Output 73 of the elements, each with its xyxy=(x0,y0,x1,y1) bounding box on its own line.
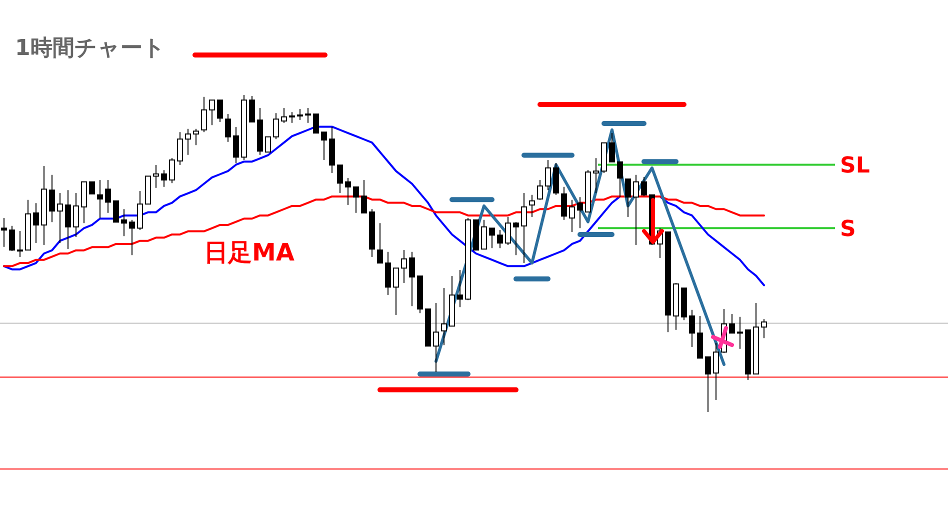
candlestick xyxy=(761,318,767,339)
candlestick xyxy=(489,228,495,249)
candlestick xyxy=(281,107,287,124)
candlestick xyxy=(561,186,567,220)
chart-title: 1時間チャート xyxy=(15,36,166,61)
candlestick xyxy=(177,132,183,166)
candlestick xyxy=(361,179,367,214)
candlestick xyxy=(641,176,647,197)
candlestick xyxy=(1,217,7,248)
candlestick xyxy=(185,128,191,156)
candlestick xyxy=(497,230,503,249)
series-label: 日足MA xyxy=(204,238,295,267)
candlestick xyxy=(393,268,399,316)
candlestick xyxy=(33,202,39,244)
candlestick xyxy=(353,186,359,214)
candlestick xyxy=(409,251,415,307)
candlestick xyxy=(9,225,15,252)
candlestick xyxy=(537,179,543,200)
candlestick xyxy=(217,100,223,122)
candlestick xyxy=(97,179,103,218)
candlestick xyxy=(89,181,95,194)
candlestick xyxy=(337,164,343,194)
ref-line-label: SL xyxy=(840,154,870,179)
candlestick xyxy=(249,95,255,122)
candlestick xyxy=(441,288,447,346)
candlestick xyxy=(545,159,551,191)
candlestick xyxy=(113,200,119,223)
candlestick xyxy=(505,216,511,246)
candlestick xyxy=(17,230,23,258)
candlestick xyxy=(209,100,215,126)
candlestick xyxy=(625,178,631,218)
candlestick xyxy=(225,114,231,142)
candlestick xyxy=(297,108,303,121)
candlestick xyxy=(633,174,639,246)
candlestick xyxy=(705,356,711,412)
candlestick xyxy=(305,107,311,124)
candlestick xyxy=(193,128,199,146)
candlestick xyxy=(457,269,463,308)
ref-line-label: S xyxy=(840,217,856,242)
candlestick xyxy=(729,314,735,334)
candlestick xyxy=(609,132,615,162)
candlestick xyxy=(153,164,159,188)
candlestick xyxy=(529,194,535,218)
candlestick xyxy=(313,114,319,134)
candlestick xyxy=(577,196,583,229)
candlestick xyxy=(289,112,295,124)
candlestick xyxy=(273,112,279,140)
candlestick xyxy=(169,158,175,184)
candlestick xyxy=(265,136,271,153)
candlestick xyxy=(521,192,527,264)
candlestick xyxy=(401,250,407,284)
candlestick xyxy=(593,158,599,194)
candlestick xyxy=(433,302,439,373)
candlestick xyxy=(617,161,623,198)
candlestick xyxy=(345,178,351,206)
candlestick xyxy=(121,208,127,237)
candlestick xyxy=(233,126,239,164)
candlestick xyxy=(689,309,695,348)
candlestick xyxy=(49,174,55,223)
candlestick xyxy=(321,132,327,160)
candlestick xyxy=(65,190,71,250)
candlestick xyxy=(57,192,63,244)
candlestick xyxy=(377,222,383,264)
candlestick xyxy=(201,96,207,133)
candlestick xyxy=(129,219,135,256)
candlestick xyxy=(513,222,519,256)
candlestick xyxy=(569,199,575,232)
candlestick xyxy=(73,192,79,238)
candlestick xyxy=(713,342,719,400)
candlestick xyxy=(105,179,111,214)
candlestick xyxy=(737,316,743,350)
candlestick xyxy=(481,219,487,250)
candlestick xyxy=(161,170,167,188)
